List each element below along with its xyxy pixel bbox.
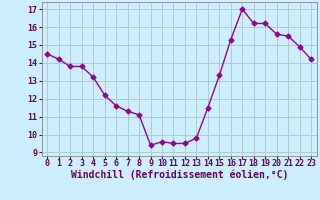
X-axis label: Windchill (Refroidissement éolien,°C): Windchill (Refroidissement éolien,°C) [70, 169, 288, 180]
